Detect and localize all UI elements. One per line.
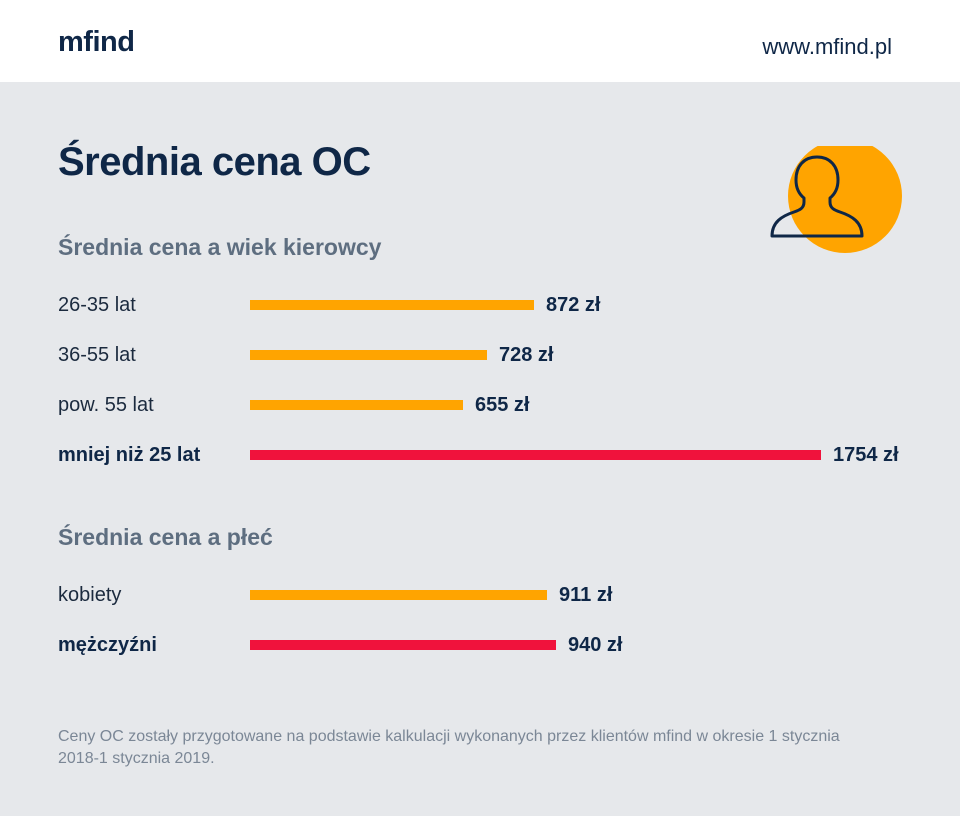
bar bbox=[250, 400, 463, 410]
category-label: 36-55 lat bbox=[58, 344, 136, 366]
page-title: Średnia cena OC bbox=[58, 140, 371, 184]
value-label: 1754 zł bbox=[833, 444, 899, 466]
bar bbox=[250, 450, 821, 460]
category-label: 26-35 lat bbox=[58, 294, 136, 316]
header: mfind www.mfind.pl bbox=[0, 0, 960, 82]
value-label: 911 zł bbox=[559, 584, 613, 606]
bar-row: pow. 55 lat 655 zł bbox=[0, 392, 960, 418]
bar bbox=[250, 350, 487, 360]
bar-row: mniej niż 25 lat 1754 zł bbox=[0, 442, 960, 468]
bar-row: mężczyźni 940 zł bbox=[0, 632, 960, 658]
value-label: 728 zł bbox=[499, 344, 554, 366]
bar-row: kobiety 911 zł bbox=[0, 582, 960, 608]
mfind-logo[interactable]: mfind bbox=[58, 26, 135, 58]
value-label: 940 zł bbox=[568, 634, 623, 656]
section-title-age: Średnia cena a wiek kierowcy bbox=[58, 234, 382, 260]
avatar-circle bbox=[788, 139, 902, 253]
site-url[interactable]: www.mfind.pl bbox=[762, 34, 892, 59]
avatar bbox=[768, 139, 908, 258]
category-label: mężczyźni bbox=[58, 634, 157, 656]
value-label: 655 zł bbox=[475, 394, 530, 416]
bar-row: 36-55 lat 728 zł bbox=[0, 342, 960, 368]
category-label: mniej niż 25 lat bbox=[58, 444, 201, 466]
bar bbox=[250, 300, 534, 310]
category-label: kobiety bbox=[58, 584, 122, 606]
section-title-gender: Średnia cena a płeć bbox=[58, 524, 273, 550]
value-label: 872 zł bbox=[546, 294, 601, 316]
person-silhouette bbox=[770, 155, 864, 238]
category-label: pow. 55 lat bbox=[58, 394, 154, 416]
person-silhouette-icon bbox=[770, 139, 902, 253]
bar bbox=[250, 590, 547, 600]
footnote: Ceny OC zostały przygotowane na podstawi… bbox=[58, 728, 840, 767]
bar bbox=[250, 640, 556, 650]
bar-row: 26-35 lat 872 zł bbox=[0, 292, 960, 318]
infographic: Średnia cena OC Średnia cena a wiek kier… bbox=[0, 82, 960, 816]
